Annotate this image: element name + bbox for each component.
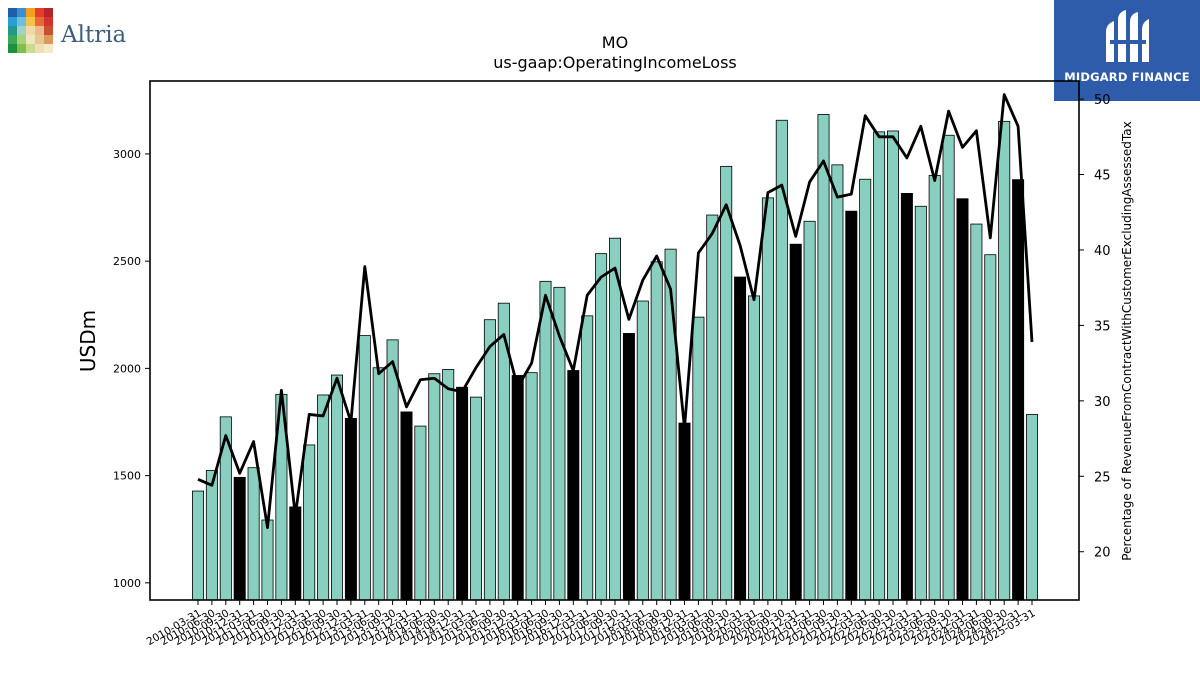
bar-2012-12-31: [344, 417, 357, 601]
chart-title: MO: [602, 33, 628, 52]
bar-2013-03-31: [358, 335, 371, 601]
bars-group: [191, 114, 1039, 601]
bar-2022-12-31: [900, 192, 913, 601]
altria-wordmark: Altria: [60, 22, 127, 48]
bar-2013-12-31: [400, 411, 413, 601]
bar-2013-06-30: [372, 367, 385, 601]
bar-2023-09-30: [942, 134, 955, 601]
y-axis-label: USDm: [76, 310, 100, 372]
bar-2015-06-30: [483, 319, 496, 601]
bar-2019-03-31: [692, 316, 705, 601]
bar-2017-12-31: [622, 333, 635, 601]
chart-subtitle: us-gaap:OperatingIncomeLoss: [493, 53, 737, 72]
bar-2015-03-31: [469, 396, 482, 601]
y2-tick-label: 40: [1094, 244, 1111, 259]
bar-2014-09-30: [442, 369, 455, 601]
bar-2011-12-31: [289, 506, 302, 601]
bar-2024-12-31: [1012, 179, 1025, 601]
bar-2010-03-31: [191, 490, 204, 601]
midgard-emblem-icon: [1106, 10, 1149, 62]
bar-2020-06-30: [761, 197, 774, 601]
bar-2022-09-30: [887, 130, 900, 601]
x-axis: 2010-03-312010-06-302010-09-302010-12-31…: [145, 600, 1038, 648]
bar-2022-03-31: [859, 178, 872, 601]
y2-tick-label: 25: [1094, 470, 1111, 485]
bar-2018-06-30: [650, 261, 663, 601]
y2-axis-label: Percentage of RevenueFromContractWithCus…: [1120, 121, 1134, 560]
y2-tick-label: 35: [1094, 319, 1111, 334]
bar-2017-09-30: [609, 237, 622, 601]
bar-2011-03-31: [247, 467, 260, 601]
percentage-line: [197, 93, 1034, 529]
bar-2017-03-31: [581, 315, 594, 601]
altria-mosaic-icon: [8, 8, 53, 53]
bar-2016-03-31: [525, 372, 538, 601]
bar-2021-09-30: [831, 164, 844, 601]
bar-2025-03-31: [1026, 414, 1039, 601]
bar-2014-03-31: [414, 425, 427, 601]
bar-2012-06-30: [317, 394, 330, 601]
bar-2018-12-31: [678, 422, 691, 601]
bar-2023-12-31: [956, 198, 969, 601]
y-tick-label: 2000: [113, 362, 141, 375]
bar-2010-12-31: [233, 476, 246, 601]
bar-2016-12-31: [567, 370, 580, 601]
bar-2024-06-30: [984, 254, 997, 601]
bar-2021-03-31: [803, 220, 816, 601]
right-axis: 20 25 30 35 40 45 50: [1079, 93, 1111, 561]
bar-2021-06-30: [817, 114, 830, 601]
y2-tick-label: 50: [1094, 93, 1111, 108]
bar-2022-06-30: [873, 131, 886, 601]
bar-2020-09-30: [775, 119, 788, 601]
bar-2023-03-31: [914, 205, 927, 601]
y-tick-label: 2500: [113, 255, 141, 268]
bar-2014-06-30: [428, 373, 441, 601]
bar-2023-06-30: [928, 174, 941, 601]
bar-2016-06-30: [539, 280, 552, 601]
bar-2012-09-30: [330, 374, 343, 601]
bar-2012-03-31: [303, 444, 316, 601]
bar-2010-06-30: [205, 470, 218, 601]
left-axis: 1000 1500 2000 2500 3000: [113, 148, 150, 590]
bar-2019-06-30: [706, 214, 719, 601]
y2-tick-label: 45: [1094, 169, 1111, 184]
bar-2020-03-31: [748, 295, 761, 601]
line-layer: [197, 93, 1034, 529]
y2-tick-label: 20: [1094, 546, 1111, 561]
bar-2021-12-31: [845, 210, 858, 601]
altria-logo: Altria: [8, 8, 138, 54]
bar-2019-12-31: [734, 276, 747, 601]
y-tick-label: 1500: [113, 470, 141, 483]
bar-2020-12-31: [789, 243, 802, 601]
y-tick-label: 3000: [113, 148, 141, 161]
bar-2024-03-31: [970, 223, 983, 601]
y-tick-label: 1000: [113, 577, 141, 590]
bar-2017-06-30: [595, 253, 608, 601]
bar-2014-12-31: [456, 386, 469, 601]
bar-2011-06-30: [261, 519, 274, 601]
y2-tick-label: 30: [1094, 395, 1111, 410]
bar-2015-12-31: [511, 375, 524, 601]
bar-2018-03-31: [636, 300, 649, 601]
bar-2024-09-30: [998, 120, 1011, 601]
bar-2019-09-30: [720, 165, 733, 601]
midgard-wordmark: MIDGARD FINANCE: [1064, 70, 1190, 84]
